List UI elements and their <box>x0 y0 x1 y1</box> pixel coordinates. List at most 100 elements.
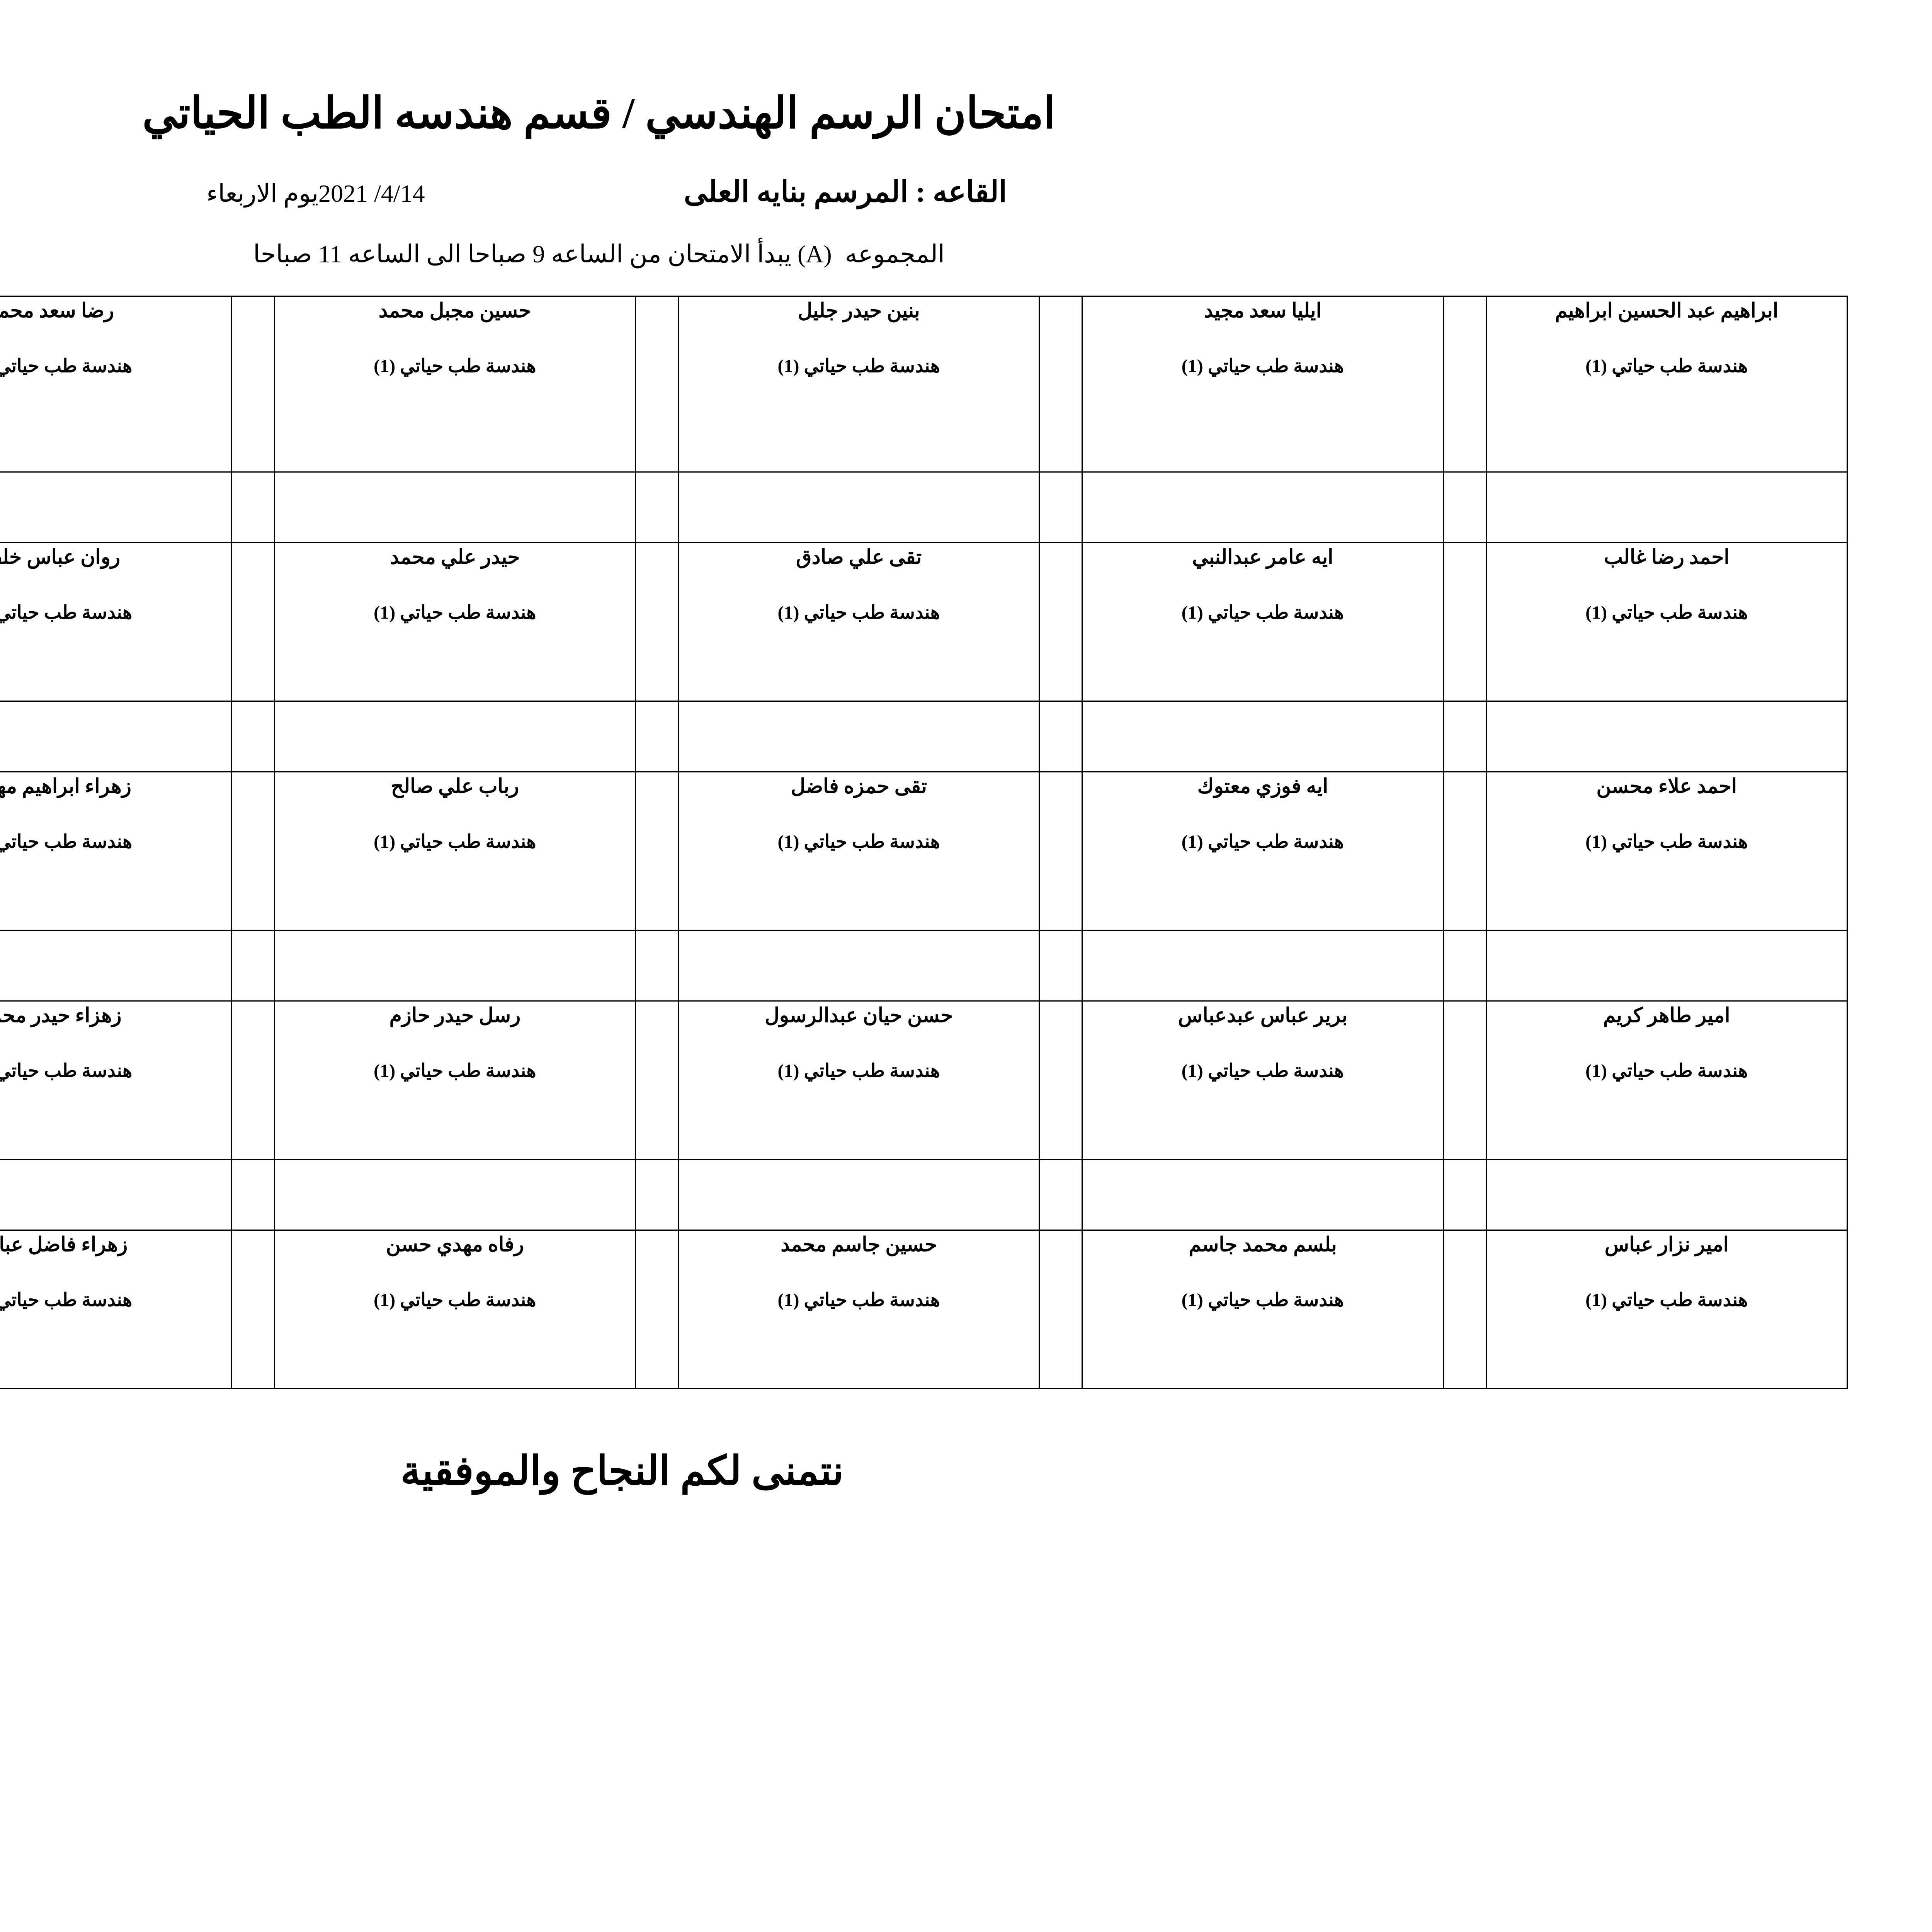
student-name: ابراهيم عبد الحسين ابراهيم <box>1555 299 1779 322</box>
student-cell: تقى حمزه فاضل هندسة طب حياتي (1) <box>678 771 1040 931</box>
column-spacer <box>1039 542 1083 702</box>
student-cell: زهراء فاضل عباس هندسة طب حياتي (1) <box>0 1229 232 1389</box>
student-name: رضا سعد محمد <box>0 299 114 322</box>
spacer-cell <box>1485 700 1848 772</box>
spacer-cell <box>274 1158 636 1231</box>
column-spacer <box>1442 700 1487 772</box>
student-cell: روان عباس خلف هندسة طب حياتي (1) <box>0 542 232 702</box>
column-spacer <box>231 295 275 473</box>
column-spacer <box>1039 771 1083 931</box>
column-spacer <box>635 1229 679 1389</box>
column-spacer <box>1442 471 1487 543</box>
spacer-row <box>0 471 1848 543</box>
page-title: امتحان الرسم الهندسي / قسم هندسه الطب ال… <box>142 90 1056 138</box>
column-spacer <box>1442 771 1487 931</box>
table-row: امير نزار عباس هندسة طب حياتي (1) بلسم م… <box>0 1229 1848 1389</box>
student-name: امير نزار عباس <box>1604 1233 1729 1256</box>
column-spacer <box>1442 1229 1487 1389</box>
student-name: روان عباس خلف <box>0 546 121 568</box>
student-cell: حيدر علي محمد هندسة طب حياتي (1) <box>274 542 636 702</box>
student-dept: هندسة طب حياتي (1) <box>0 1289 133 1310</box>
spacer-row <box>0 929 1848 1002</box>
student-cell: زهراء ابراهيم مهدي هندسة طب حياتي (1) <box>0 771 232 931</box>
spacer-cell <box>0 700 232 772</box>
student-cell: حسين مجبل محمد هندسة طب حياتي (1) <box>274 295 636 473</box>
spacer-cell <box>0 929 232 1002</box>
column-spacer <box>635 542 679 702</box>
student-name: احمد رضا غالب <box>1604 546 1730 568</box>
student-name: ايه فوزي معتوك <box>1197 775 1328 798</box>
column-spacer <box>231 929 275 1002</box>
column-spacer <box>231 700 275 772</box>
column-spacer <box>231 771 275 931</box>
student-cell: تقى علي صادق هندسة طب حياتي (1) <box>678 542 1040 702</box>
student-cell: ابراهيم عبد الحسين ابراهيم هندسة طب حيات… <box>1485 295 1848 473</box>
exam-date-value: 2021 /4/14 <box>318 179 425 207</box>
spacer-cell <box>678 1158 1040 1231</box>
column-spacer <box>635 471 679 543</box>
student-roster-wrapper: ابراهيم عبد الحسين ابراهيم هندسة طب حيات… <box>0 295 1848 1389</box>
student-name: حسين مجبل محمد <box>378 299 531 322</box>
document-header: امتحان الرسم الهندسي / قسم هندسه الطب ال… <box>0 0 1932 269</box>
student-roster-table: ابراهيم عبد الحسين ابراهيم هندسة طب حيات… <box>0 295 1848 1389</box>
student-dept: هندسة طب حياتي (1) <box>777 831 940 852</box>
student-dept: هندسة طب حياتي (1) <box>374 1060 536 1081</box>
column-spacer <box>1039 929 1083 1002</box>
student-name: برير عباس عبدعباس <box>1178 1004 1348 1027</box>
student-cell: رفاه مهدي حسن هندسة طب حياتي (1) <box>274 1229 636 1389</box>
student-name: زهراء فاضل عباس <box>0 1233 128 1256</box>
student-dept: هندسة طب حياتي (1) <box>1181 602 1344 623</box>
student-cell: زهزاء حيدر محمد هندسة طب حياتي (1) <box>0 1000 232 1160</box>
column-spacer <box>635 929 679 1002</box>
hall-label: القاعه : المرسم بنايه العلى <box>684 175 1007 208</box>
column-spacer <box>231 1000 275 1160</box>
student-dept: هندسة طب حياتي (1) <box>1585 355 1748 376</box>
spacer-cell <box>1082 471 1444 543</box>
student-name: رفاه مهدي حسن <box>386 1233 524 1256</box>
student-cell: ايه عامر عبدالنبي هندسة طب حياتي (1) <box>1082 542 1444 702</box>
student-name: تقى حمزه فاضل <box>791 775 927 798</box>
exam-meta-row: القاعه : المرسم بنايه العلى 2021 /4/14يو… <box>0 174 1932 209</box>
student-cell: امير طاهر كريم هندسة طب حياتي (1) <box>1485 1000 1848 1160</box>
spacer-cell <box>274 929 636 1002</box>
spacer-cell <box>1485 471 1848 543</box>
column-spacer <box>1039 1158 1083 1231</box>
student-dept: هندسة طب حياتي (1) <box>0 831 133 852</box>
student-cell: ايه فوزي معتوك هندسة طب حياتي (1) <box>1082 771 1444 931</box>
student-dept: هندسة طب حياتي (1) <box>1181 1060 1344 1081</box>
column-spacer <box>1442 929 1487 1002</box>
spacer-cell <box>0 1158 232 1231</box>
column-spacer <box>231 471 275 543</box>
student-dept: هندسة طب حياتي (1) <box>0 355 133 376</box>
column-spacer <box>1039 471 1083 543</box>
spacer-cell <box>1082 700 1444 772</box>
column-spacer <box>1039 700 1083 772</box>
student-cell: رباب علي صالح هندسة طب حياتي (1) <box>274 771 636 931</box>
student-cell: حسن حيان عبدالرسول هندسة طب حياتي (1) <box>678 1000 1040 1160</box>
column-spacer <box>635 771 679 931</box>
student-name: احمد علاء محسن <box>1596 775 1737 798</box>
table-row: امير طاهر كريم هندسة طب حياتي (1) برير ع… <box>0 1000 1848 1160</box>
student-name: بنين حيدر جليل <box>798 299 920 322</box>
student-name: تقى علي صادق <box>796 546 922 568</box>
good-luck-message: نتمنى لكم النجاح والموفقية <box>400 1449 844 1493</box>
spacer-cell <box>678 929 1040 1002</box>
spacer-cell <box>678 471 1040 543</box>
spacer-row <box>0 1158 1848 1231</box>
table-row: احمد علاء محسن هندسة طب حياتي (1) ايه فو… <box>0 771 1848 931</box>
student-name: زهزاء حيدر محمد <box>0 1004 122 1027</box>
exam-date-block: 2021 /4/14يوم الاربعاء <box>206 179 444 208</box>
student-cell: امير نزار عباس هندسة طب حياتي (1) <box>1485 1229 1848 1389</box>
student-dept: هندسة طب حياتي (1) <box>777 602 940 623</box>
table-row: ابراهيم عبد الحسين ابراهيم هندسة طب حيات… <box>0 295 1848 473</box>
column-spacer <box>231 1229 275 1389</box>
column-spacer <box>1442 295 1487 473</box>
student-dept: هندسة طب حياتي (1) <box>1181 355 1344 376</box>
student-name: حسين جاسم محمد <box>781 1233 937 1256</box>
student-dept: هندسة طب حياتي (1) <box>374 831 536 852</box>
spacer-cell <box>1485 929 1848 1002</box>
column-spacer <box>635 1000 679 1160</box>
spacer-row <box>0 700 1848 772</box>
student-cell: رسل حيدر حازم هندسة طب حياتي (1) <box>274 1000 636 1160</box>
student-name: حيدر علي محمد <box>390 546 520 568</box>
